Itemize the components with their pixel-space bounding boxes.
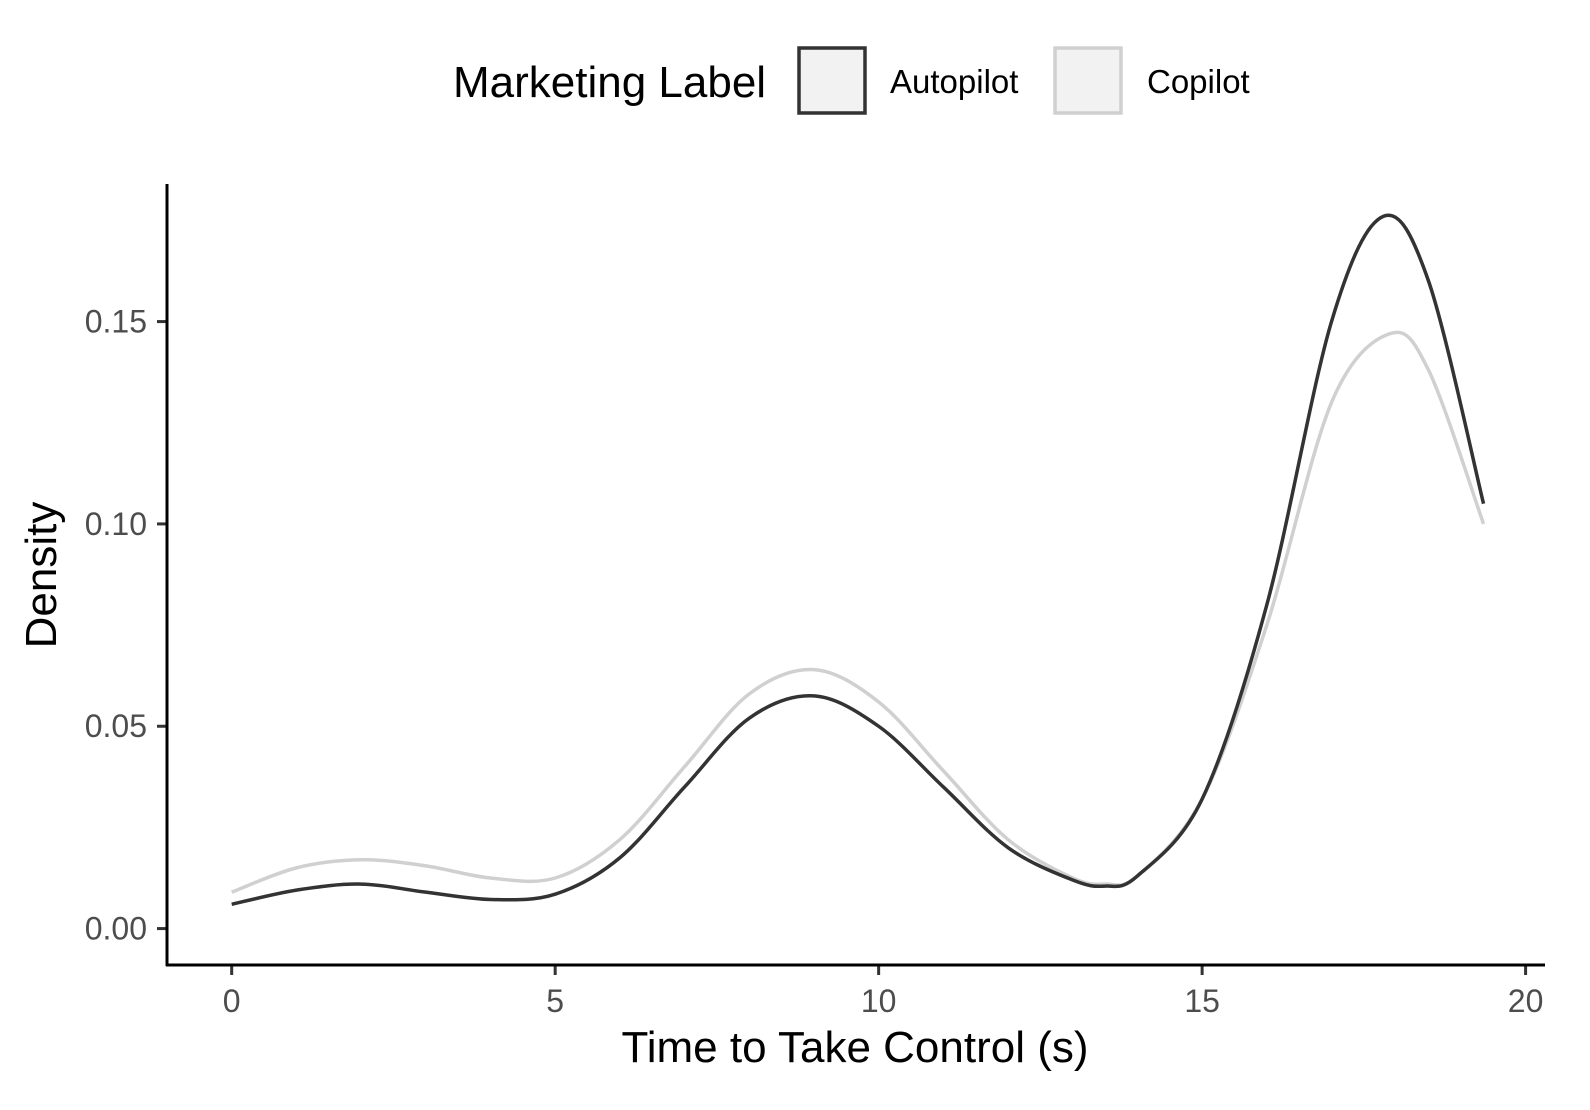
- y-tick-label: 0.10: [85, 506, 147, 542]
- legend: Marketing Label Autopilot Copilot: [453, 46, 1250, 115]
- legend-label-copilot: Copilot: [1147, 63, 1250, 100]
- x-axis-title: Time to Take Control (s): [621, 1023, 1088, 1072]
- y-axis-title: Density: [17, 502, 66, 649]
- legend-item-copilot: Copilot: [1053, 46, 1250, 115]
- x-tick-label: 10: [861, 983, 897, 1019]
- legend-label-autopilot: Autopilot: [890, 63, 1018, 100]
- y-tick-label: 0.05: [85, 708, 147, 744]
- legend-title: Marketing Label: [453, 58, 766, 107]
- legend-key-copilot: [1053, 46, 1123, 115]
- y-tick-label: 0.00: [85, 911, 147, 947]
- tick-layer: 0 5 10 15 20 0.00 0.05 0.10 0.15: [85, 304, 1544, 1019]
- series-layer: [231, 213, 1486, 907]
- x-tick-label: 5: [546, 983, 564, 1019]
- x-tick-label: 0: [223, 983, 241, 1019]
- legend-item-autopilot: Autopilot: [797, 46, 1018, 115]
- x-tick-label: 15: [1184, 983, 1220, 1019]
- legend-key-autopilot: [797, 46, 867, 115]
- series-line-autopilot: [231, 213, 1486, 907]
- series-line-copilot: [231, 330, 1486, 894]
- y-tick-label: 0.15: [85, 304, 147, 340]
- x-tick-label: 20: [1508, 983, 1544, 1019]
